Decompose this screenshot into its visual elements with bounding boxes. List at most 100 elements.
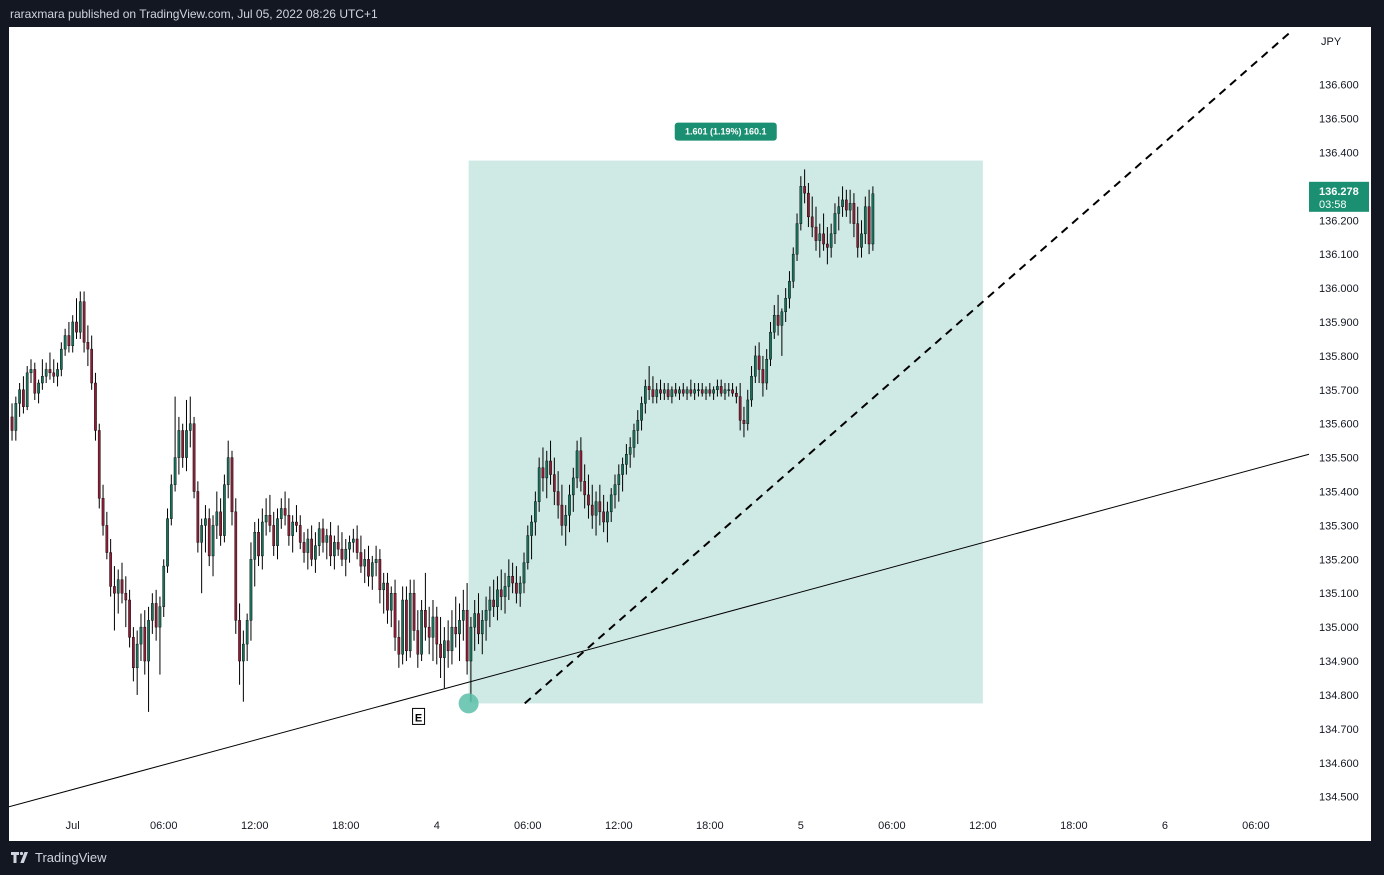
candle [25,366,29,411]
candle [116,569,120,614]
candle-body [776,314,780,326]
candle-body [41,376,44,384]
candle-body [799,186,803,224]
trendline-dashed[interactable] [524,29,1293,705]
candle [841,186,844,217]
candle-body [761,369,765,384]
candle-body [67,335,71,346]
price-range-box[interactable] [468,160,983,704]
candle [534,491,537,536]
candle [822,213,825,251]
candle-body [602,511,605,523]
candle [41,359,44,390]
price-axis[interactable]: JPY 136.600136.500136.400136.300136.2001… [1319,36,1359,804]
candle-body [52,372,56,377]
candle-body [264,515,268,523]
candle-body [291,521,295,536]
price-tick-label: 135.900 [1319,317,1359,329]
candle-body [363,559,367,567]
candle-body [753,355,757,377]
candle [609,488,613,523]
candle-body [329,535,332,557]
price-tick-label: 135.300 [1319,520,1359,532]
candle [204,505,207,553]
candle-body [325,535,329,543]
price-tick-label: 136.200 [1319,215,1359,227]
candle-body [211,525,215,557]
candle [583,464,587,509]
candle-body [499,589,503,597]
candle-body [723,389,727,394]
candle-body [18,389,21,404]
candle [753,345,757,384]
trendline-solid[interactable] [8,453,1310,808]
markers[interactable]: E [412,693,479,725]
candle-body [314,545,317,560]
time-tick-label: 06:00 [150,820,178,832]
candle-body [492,599,495,607]
candle [469,616,473,702]
candle [59,342,63,377]
candle-body [738,396,742,421]
candle-body [382,582,386,591]
candle [226,440,230,499]
chart-area[interactable]: 1.601 (1.19%) 160.1 E JPY 136.600 136.500… [8,27,1371,841]
time-axis[interactable]: Jul 06:00 12:00 18:00 4 06:00 12:00 18:00 5 06:00… [66,820,1270,832]
candle-body [537,467,541,502]
price-range-badge[interactable] [674,122,777,141]
candle-body [511,576,514,584]
candle-body [689,389,693,394]
time-tick-label: 12:00 [969,820,997,832]
candle-body [359,552,363,567]
event-marker-box[interactable] [412,707,426,725]
candle-body [177,430,181,458]
candle-body [477,613,480,635]
candle [325,528,329,560]
candle [537,457,541,512]
candle [541,447,545,492]
candle [511,562,514,594]
candle [378,549,382,604]
time-tick-label: 5 [798,820,804,832]
candle [568,484,571,533]
candle-body [829,233,833,248]
price-range-label: 1.601 (1.19%) 160.1 [685,127,767,137]
candle-body [420,609,423,655]
trendlines[interactable] [8,29,1310,808]
candle-body [704,389,708,394]
candle-body [333,542,336,557]
candle [746,389,750,431]
candle-body [788,281,791,299]
candle-body [75,321,78,333]
candle-body [143,626,147,662]
candle-body [579,450,583,482]
candle [283,491,287,526]
candle-body [94,382,97,431]
candle-body [822,233,825,245]
candle-body [215,511,219,526]
candle [769,321,772,367]
candle [314,532,317,573]
entry-marker[interactable] [458,693,479,714]
price-range-measure[interactable]: 1.601 (1.19%) 160.1 [468,122,983,704]
currency-label: JPY [1321,36,1342,48]
candlestick-chart[interactable]: 1.601 (1.19%) 160.1 E JPY 136.600 136.500… [8,27,1371,841]
candle-body [568,494,571,516]
candle [185,399,188,472]
candle [465,583,469,675]
candle-body [575,450,579,479]
candle [833,203,837,244]
candle-body [552,474,556,492]
candle [135,630,139,695]
candle-body [374,559,378,563]
candle [560,484,564,536]
candle [370,555,374,590]
candle [196,481,200,553]
price-tick-label: 135.500 [1319,453,1359,465]
candle [78,291,82,339]
candle [10,403,14,441]
candle-body [644,386,647,404]
candle [340,532,344,567]
candle-body [386,582,389,611]
candle-body [185,430,188,458]
